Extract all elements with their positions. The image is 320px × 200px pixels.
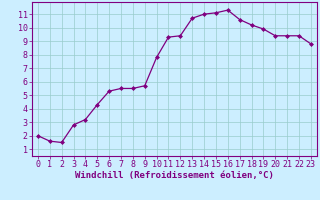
- X-axis label: Windchill (Refroidissement éolien,°C): Windchill (Refroidissement éolien,°C): [75, 171, 274, 180]
